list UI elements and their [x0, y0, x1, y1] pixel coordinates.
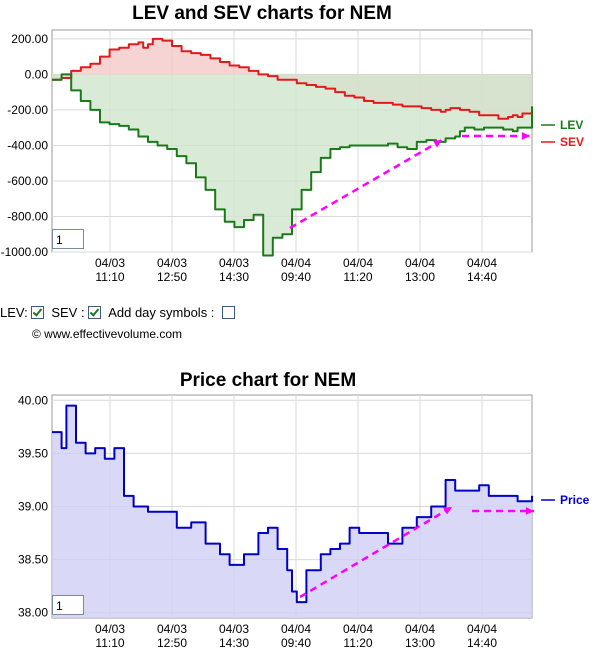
y-tick-label: -800.00	[7, 209, 48, 223]
series-area-price	[52, 405, 532, 618]
x-axis: 04/0311:1004/0312:5004/0314:3004/0409:40…	[95, 256, 497, 284]
sev-checkbox[interactable]	[87, 306, 101, 320]
chart-lines	[52, 37, 533, 257]
x-tick-time: 11:10	[95, 636, 124, 650]
plot-frame	[51, 394, 533, 619]
x-tick-date: 04/03	[219, 256, 249, 270]
annotation-arrows	[289, 132, 530, 230]
y-tick-label: 39.00	[18, 500, 48, 514]
lev-checkbox[interactable]	[30, 306, 44, 320]
copyright-text: © www.effectivevolume.com	[32, 327, 183, 341]
annotation-arrows	[299, 505, 534, 599]
x-tick-date: 04/03	[219, 622, 249, 636]
x-tick-date: 04/03	[95, 256, 125, 270]
zoom-value: 1	[56, 599, 63, 613]
x-tick-time: 13:00	[405, 636, 435, 650]
legend: LEV SEV	[541, 118, 584, 149]
y-tick-label: 40.00	[18, 393, 48, 407]
lev-toggle-label: LEV:	[0, 305, 28, 321]
x-tick-time: 11:20	[343, 270, 372, 284]
chart-grid	[51, 394, 533, 619]
y-tick-label: 200.00	[11, 32, 48, 46]
x-tick-date: 04/04	[281, 256, 311, 270]
x-tick-date: 04/03	[95, 622, 125, 636]
x-tick-time: 14:30	[219, 270, 249, 284]
day-symbols-label: Add day symbols :	[108, 305, 215, 321]
lev-sev-chart: LEV and SEV charts for NEM 200.00 0.00 -20…	[1, 3, 584, 284]
zoom-input[interactable]: 1	[52, 595, 84, 615]
legend-price-label: Price	[560, 493, 590, 507]
y-tick-label: -400.00	[7, 138, 48, 152]
x-tick-time: 13:00	[405, 270, 435, 284]
y-tick-label: -600.00	[7, 174, 48, 188]
x-tick-time: 14:40	[467, 270, 497, 284]
y-tick-label: 39.50	[18, 446, 48, 460]
y-axis: 40.00 39.50 39.00 38.50 38.00	[18, 393, 48, 619]
x-tick-date: 04/04	[467, 622, 497, 636]
annotation-arrow	[299, 505, 453, 599]
x-tick-date: 04/04	[405, 622, 435, 636]
x-tick-date: 04/03	[157, 622, 187, 636]
sev-toggle-label: SEV :	[51, 305, 85, 321]
y-tick-label: 38.50	[18, 553, 48, 567]
x-tick-time: 11:10	[95, 270, 124, 284]
x-tick-time: 11:20	[343, 636, 372, 650]
day-symbols-checkbox[interactable]	[222, 306, 236, 320]
chart-areas	[52, 405, 532, 618]
x-axis: 04/0311:1004/0312:5004/0314:3004/0409:40…	[95, 622, 497, 650]
x-tick-date: 04/04	[343, 622, 373, 636]
x-tick-time: 09:40	[281, 270, 311, 284]
x-tick-date: 04/04	[467, 256, 497, 270]
x-tick-date: 04/03	[157, 256, 187, 270]
legend-sev-label: SEV	[560, 135, 584, 149]
legend: Price	[541, 493, 590, 507]
zoom-value: 1	[56, 233, 63, 247]
annotation-arrow	[289, 138, 443, 230]
annotation-arrowhead	[521, 132, 530, 140]
x-tick-date: 04/04	[281, 622, 311, 636]
y-axis: 200.00 0.00 -200.00 -400.00 -600.00 -800.00 -1…	[1, 32, 49, 259]
x-tick-time: 12:50	[157, 270, 187, 284]
chart-title: Price chart for NEM	[180, 370, 356, 391]
series-line-lev	[52, 73, 533, 257]
x-tick-time: 14:30	[219, 636, 249, 650]
annotation-arrowhead	[433, 140, 442, 148]
series-area-lev	[52, 74, 532, 256]
chart-lines	[52, 404, 533, 604]
x-tick-time: 09:40	[281, 636, 311, 650]
x-tick-time: 14:40	[467, 636, 497, 650]
series-line-price	[52, 404, 533, 604]
y-tick-label: -1000.00	[1, 245, 49, 259]
series-line-sev	[52, 37, 532, 120]
y-tick-label: 38.00	[18, 606, 48, 620]
y-tick-label: 0.00	[25, 67, 49, 81]
annotation-arrowhead	[443, 507, 452, 515]
legend-lev-label: LEV	[560, 118, 583, 132]
x-tick-time: 12:50	[157, 636, 187, 650]
chart-title: LEV and SEV charts for NEM	[132, 3, 392, 24]
x-tick-date: 04/04	[343, 256, 373, 270]
zoom-input[interactable]: 1	[52, 229, 84, 249]
series-toggles: LEV: SEV : Add day symbols :	[0, 304, 237, 320]
y-tick-label: -200.00	[7, 103, 48, 117]
annotation-arrowhead	[525, 507, 534, 515]
x-tick-date: 04/04	[405, 256, 435, 270]
